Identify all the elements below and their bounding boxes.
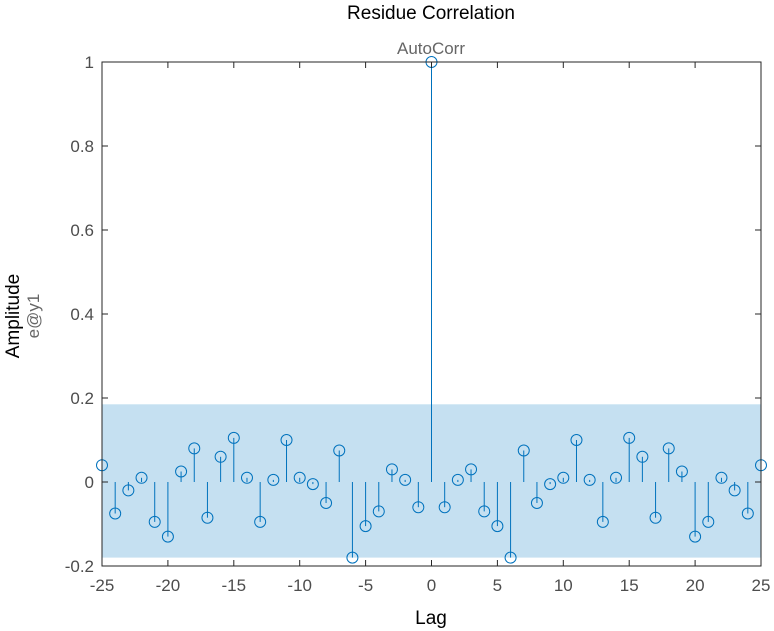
stem-marker: [517, 444, 530, 457]
stem-marker: [662, 442, 675, 455]
y-axis-label: Amplitude: [3, 274, 24, 359]
x-tick-label: -10: [287, 576, 312, 595]
stem-marker: [610, 471, 623, 484]
stem-marker: [201, 511, 214, 524]
stem-marker: [214, 450, 227, 463]
stem-marker: [188, 442, 201, 455]
stem-marker: [293, 471, 306, 484]
y-tick-label: 0.8: [70, 137, 94, 156]
stem-marker: [491, 520, 504, 533]
x-tick-label: 5: [493, 576, 502, 595]
stem-marker: [530, 497, 543, 509]
stem-marker: [623, 431, 636, 444]
stem-marker: [412, 501, 425, 514]
stem-marker: [359, 520, 372, 533]
chart-subtitle: AutoCorr: [397, 39, 465, 58]
y-tick-label: 0: [85, 473, 94, 492]
stem-marker: [570, 434, 583, 446]
stem-marker: [267, 473, 280, 486]
stem-marker: [122, 484, 135, 497]
x-tick-label: 0: [427, 576, 436, 595]
stem-marker: [596, 515, 609, 528]
x-tick-label: 25: [752, 576, 771, 595]
stem-marker: [254, 515, 267, 528]
stem-marker: [148, 515, 161, 528]
stem-marker: [227, 431, 240, 444]
stem-marker: [399, 473, 412, 486]
chart-title: Residue Correlation: [347, 3, 515, 24]
stem-marker: [636, 450, 649, 463]
y-tick-label: -0.2: [65, 557, 94, 576]
y-tick-label: 0.2: [70, 389, 94, 408]
x-tick-label: -15: [222, 576, 247, 595]
stem-marker: [741, 507, 754, 520]
x-axis-label: Lag: [415, 608, 447, 629]
stem-marker: [728, 484, 741, 497]
y-axis-sublabel: e@y1: [24, 294, 43, 339]
stem-marker: [372, 505, 385, 518]
stem-marker: [135, 471, 148, 484]
stem-marker: [320, 497, 333, 509]
stem-marker: [465, 463, 478, 476]
stem-marker: [715, 471, 728, 484]
x-tick-label: 15: [620, 576, 639, 595]
stem-marker: [557, 471, 570, 484]
stem-marker: [544, 478, 557, 491]
stem-marker: [583, 473, 596, 486]
stem-marker: [333, 444, 346, 457]
stem-marker: [675, 465, 688, 478]
stem-marker: [451, 473, 464, 486]
stem-marker: [702, 515, 715, 528]
stem-marker: [649, 511, 662, 524]
x-tick-label: 20: [686, 576, 705, 595]
x-tick-label: -20: [156, 576, 181, 595]
y-tick-label: 0.6: [70, 221, 94, 240]
y-tick-label: 0.4: [70, 305, 94, 324]
stem-marker: [504, 551, 517, 564]
stem-marker: [109, 507, 122, 520]
x-tick-label: -25: [90, 576, 115, 595]
stem-marker: [280, 434, 293, 446]
stem-marker: [306, 478, 319, 491]
stem-marker: [438, 501, 451, 514]
y-tick-label: 1: [85, 53, 94, 72]
x-tick-label: 10: [554, 576, 573, 595]
x-axis-ticks: -25 -20 -15 -10 -5 0 5 10 15 20 25: [90, 62, 771, 595]
stem-marker: [346, 551, 359, 564]
stem-marker: [240, 471, 253, 484]
stem-marker: [478, 505, 491, 518]
stem-marker: [385, 463, 398, 476]
x-tick-label: -5: [358, 576, 373, 595]
stem-marker: [161, 530, 174, 543]
y-axis-ticks: -0.2 0 0.2 0.4 0.6 0.8 1: [65, 53, 761, 576]
stem-marker: [689, 530, 702, 543]
stem-marker: [175, 465, 188, 478]
